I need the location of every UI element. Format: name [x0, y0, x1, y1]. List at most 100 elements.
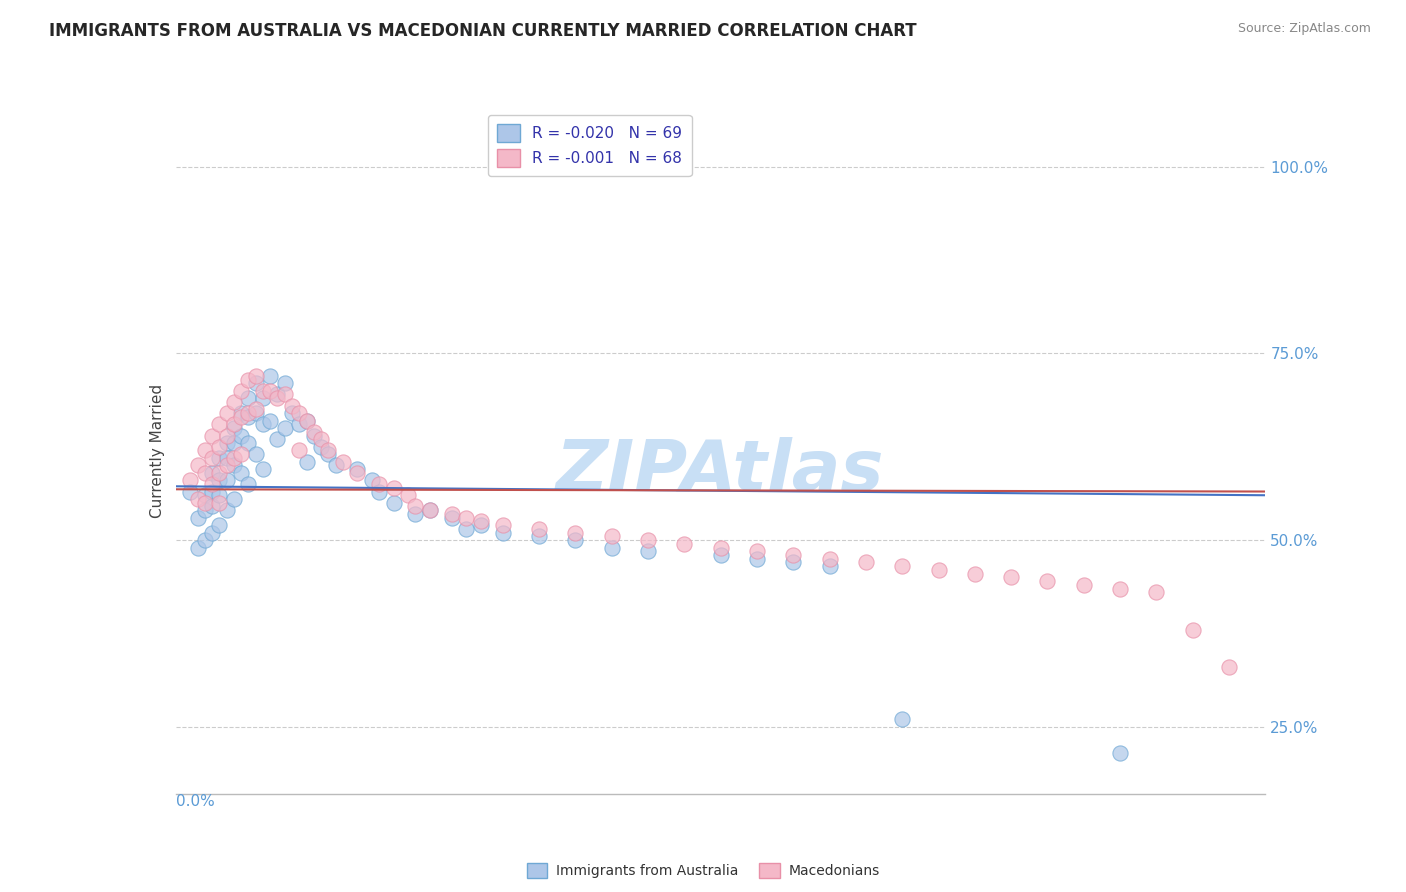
Point [208, 496, 231, 510]
Point [208, 450, 231, 465]
Point [309, 440, 332, 454]
Point [215, 503, 238, 517]
Point [492, 518, 515, 533]
Point [231, 406, 253, 420]
Point [1000, 570, 1022, 584]
Point [564, 525, 586, 540]
Point [266, 387, 288, 401]
Point [208, 466, 231, 480]
Point [332, 455, 354, 469]
Point [1036, 574, 1059, 588]
Point [238, 436, 260, 450]
Point [346, 462, 368, 476]
Point [1073, 578, 1095, 592]
Point [368, 477, 391, 491]
Point [281, 399, 304, 413]
Point [288, 417, 311, 432]
Point [637, 544, 659, 558]
Point [201, 450, 224, 465]
Point [259, 414, 281, 428]
Point [818, 551, 841, 566]
Point [222, 421, 245, 435]
Point [208, 473, 231, 487]
Point [215, 450, 238, 465]
Point [238, 391, 260, 405]
Point [1146, 585, 1168, 599]
Text: IMMIGRANTS FROM AUSTRALIA VS MACEDONIAN CURRENTLY MARRIED CORRELATION CHART: IMMIGRANTS FROM AUSTRALIA VS MACEDONIAN … [49, 22, 917, 40]
Point [222, 395, 245, 409]
Point [186, 510, 209, 524]
Point [295, 455, 318, 469]
Point [238, 477, 260, 491]
Point [745, 551, 768, 566]
Legend: Immigrants from Australia, Macedonians: Immigrants from Australia, Macedonians [520, 856, 886, 885]
Point [252, 417, 274, 432]
Point [295, 414, 318, 428]
Point [231, 447, 253, 461]
Point [215, 473, 238, 487]
Point [963, 566, 986, 581]
Point [440, 510, 463, 524]
Point [281, 406, 304, 420]
Point [215, 458, 238, 473]
Y-axis label: Currently Married: Currently Married [149, 384, 165, 517]
Point [288, 406, 311, 420]
Point [600, 529, 623, 543]
Point [252, 384, 274, 398]
Text: ZIPAtlas: ZIPAtlas [557, 436, 884, 506]
Point [419, 503, 441, 517]
Point [194, 496, 217, 510]
Point [1218, 660, 1240, 674]
Point [208, 417, 231, 432]
Point [710, 548, 733, 562]
Point [222, 458, 245, 473]
Point [492, 525, 515, 540]
Point [600, 541, 623, 555]
Point [266, 391, 288, 405]
Point [405, 507, 427, 521]
Text: 0.0%: 0.0% [176, 794, 215, 809]
Point [855, 556, 877, 570]
Point [1181, 623, 1204, 637]
Point [673, 537, 696, 551]
Point [405, 500, 427, 514]
Point [238, 372, 260, 386]
Point [201, 525, 224, 540]
Point [231, 384, 253, 398]
Point [194, 466, 217, 480]
Point [891, 559, 914, 574]
Point [456, 522, 478, 536]
Point [215, 428, 238, 442]
Point [396, 488, 419, 502]
Point [456, 510, 478, 524]
Point [201, 466, 224, 480]
Point [186, 541, 209, 555]
Point [318, 443, 340, 458]
Point [252, 391, 274, 405]
Point [527, 522, 550, 536]
Point [325, 458, 347, 473]
Point [201, 477, 224, 491]
Point [179, 473, 201, 487]
Point [222, 450, 245, 465]
Point [222, 491, 245, 506]
Point [318, 447, 340, 461]
Point [259, 368, 281, 383]
Point [564, 533, 586, 547]
Point [179, 484, 201, 499]
Point [245, 376, 267, 391]
Point [231, 466, 253, 480]
Point [186, 458, 209, 473]
Point [818, 559, 841, 574]
Point [309, 432, 332, 446]
Point [201, 484, 224, 499]
Point [360, 473, 382, 487]
Point [208, 518, 231, 533]
Point [194, 503, 217, 517]
Point [891, 712, 914, 726]
Point [186, 491, 209, 506]
Point [382, 481, 405, 495]
Point [274, 387, 297, 401]
Point [215, 436, 238, 450]
Point [1109, 582, 1132, 596]
